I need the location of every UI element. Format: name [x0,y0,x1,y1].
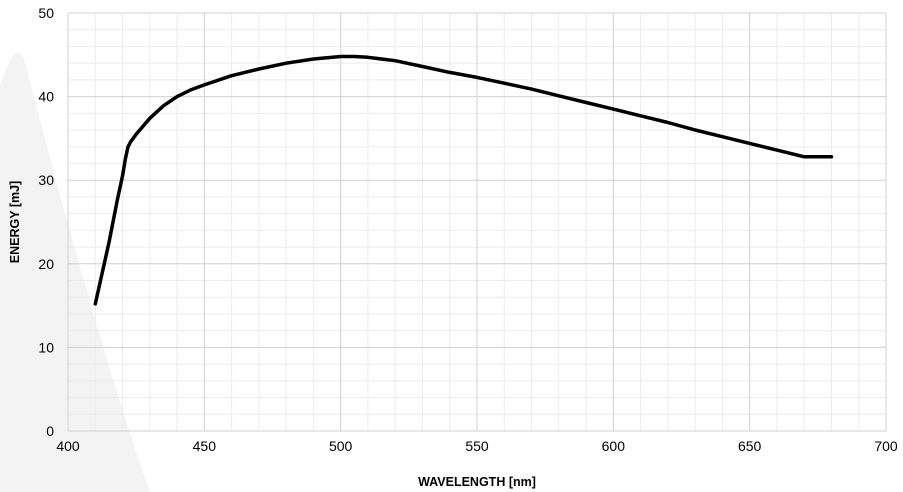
x-tick-label: 400 [56,438,80,454]
watermark-shape [0,52,150,492]
series-layer [93,54,834,306]
x-tick-label: 500 [329,438,353,454]
y-tick-label: 20 [38,256,54,272]
x-tick-label: 700 [874,438,898,454]
x-tick-label: 650 [738,438,762,454]
y-tick-label: 30 [38,172,54,188]
tick-labels: 400 450 500 550 600 650 700 0 10 20 30 40 50 [38,5,897,454]
y-tick-label: 10 [38,339,54,355]
y-tick-label: 40 [38,89,54,105]
x-axis-title: WAVELENGTH [nm] [418,475,536,489]
x-tick-label: 600 [602,438,626,454]
x-tick-label: 450 [193,438,217,454]
y-tick-label: 0 [46,423,54,439]
major-gridlines [67,12,887,432]
x-tick-label: 550 [465,438,489,454]
y-tick-label: 50 [38,5,54,21]
series-line [93,54,834,306]
y-axis-title: ENERGY [mJ] [8,181,22,263]
